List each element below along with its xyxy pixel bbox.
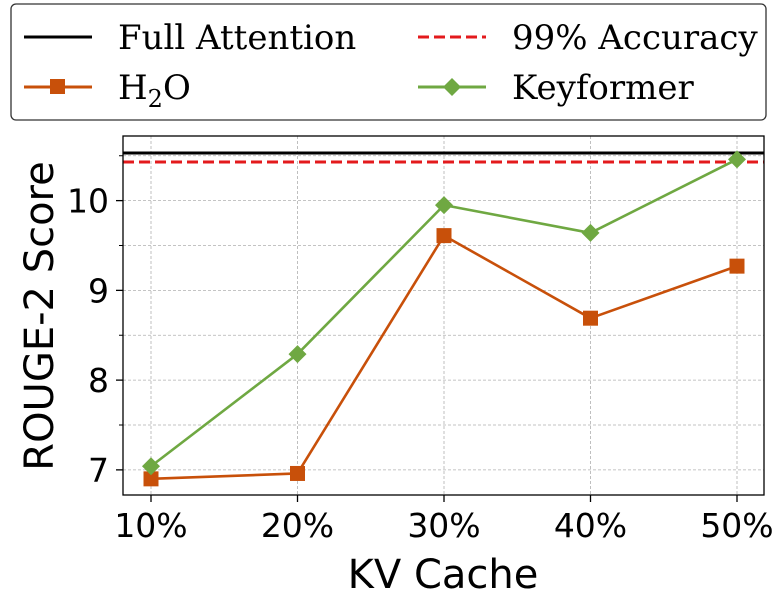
x-axis-title: KV Cache (348, 552, 539, 598)
y-axis-title: ROUGE-2 Score (17, 161, 63, 470)
data-point-keyformer (435, 196, 453, 215)
x-tick-label: 40% (554, 506, 627, 545)
grid (123, 136, 764, 495)
data-point-keyformer (142, 457, 160, 476)
legend-label-full-attention: Full Attention (118, 18, 356, 58)
x-tick-label: 50% (700, 506, 773, 545)
data-point-keyformer (728, 150, 746, 169)
legend-entry-h2o: H2O (24, 68, 191, 113)
legend-entry-99-accuracy: 99% Accuracy (418, 18, 758, 58)
series-h2o (143, 228, 745, 487)
data-point-h2o (729, 258, 745, 274)
y-tick-label: 10 (67, 182, 109, 221)
data-series (142, 150, 746, 487)
data-point-h2o (436, 228, 452, 244)
data-point-h2o (143, 471, 159, 487)
y-tick-label: 8 (88, 361, 109, 400)
y-tick-label: 9 (88, 271, 109, 310)
legend-entry-keyformer: Keyformer (418, 68, 694, 108)
series-keyformer (142, 150, 746, 476)
legend: Full Attention 99% Accuracy H2O Keyforme… (10, 3, 767, 121)
legend-label-h2o-tail: O (163, 68, 191, 108)
legend-swatch-h2o-square-marker (50, 79, 65, 94)
reference-lines (123, 151, 764, 164)
legend-entry-full-attention: Full Attention (24, 18, 356, 58)
data-point-h2o (290, 465, 305, 481)
y-tick-label: 7 (88, 451, 109, 490)
legend-label-keyformer: Keyformer (512, 68, 694, 108)
x-tick-label: 20% (261, 506, 334, 545)
x-tick-label: 10% (114, 506, 187, 545)
data-point-keyformer (288, 345, 307, 364)
legend-label-h2o-base: H (118, 68, 148, 108)
legend-frame (10, 3, 767, 121)
legend-label-h2o: H2O (118, 68, 191, 113)
legend-label-99-accuracy: 99% Accuracy (512, 18, 758, 58)
legend-label-h2o-subscript: 2 (148, 85, 163, 113)
x-tick-label: 30% (407, 506, 480, 545)
data-point-keyformer (581, 223, 600, 242)
legend-swatch-keyformer-diamond-marker (443, 78, 461, 96)
plot-area-background (123, 136, 764, 495)
axis-ticks: 10% 20% 30% 40% 50% 7 8 9 10 (67, 155, 774, 545)
data-point-h2o (583, 310, 598, 326)
